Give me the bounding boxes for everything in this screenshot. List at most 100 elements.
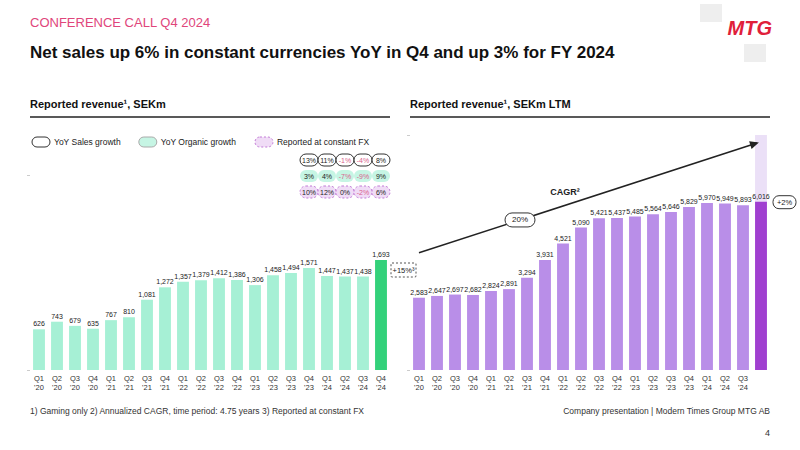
svg-text:Q1: Q1 bbox=[702, 374, 712, 383]
svg-text:Net sales up 6% in constant cu: Net sales up 6% in constant currencies Y… bbox=[30, 43, 615, 62]
svg-text:Q4: Q4 bbox=[304, 374, 314, 383]
svg-text:2,647: 2,647 bbox=[428, 287, 446, 294]
svg-text:0%: 0% bbox=[340, 189, 350, 196]
svg-text:Q3: Q3 bbox=[522, 374, 532, 383]
svg-text:4: 4 bbox=[765, 428, 770, 438]
svg-text:Q3: Q3 bbox=[358, 374, 368, 383]
svg-text:'20: '20 bbox=[450, 383, 460, 392]
svg-text:'21: '21 bbox=[522, 383, 532, 392]
svg-text:Q1: Q1 bbox=[558, 374, 568, 383]
svg-text:MTG: MTG bbox=[728, 17, 772, 39]
svg-text:Q2: Q2 bbox=[504, 374, 514, 383]
svg-text:+2%: +2% bbox=[777, 198, 793, 207]
svg-text:'20: '20 bbox=[52, 383, 62, 392]
svg-text:3,294: 3,294 bbox=[518, 269, 536, 276]
svg-text:Q1: Q1 bbox=[178, 374, 188, 383]
svg-text:8%: 8% bbox=[376, 157, 386, 164]
svg-text:CAGR²: CAGR² bbox=[550, 187, 580, 197]
svg-text:Reported at constant FX: Reported at constant FX bbox=[277, 137, 369, 147]
svg-text:Q2: Q2 bbox=[340, 374, 350, 383]
svg-text:5,829: 5,829 bbox=[680, 198, 698, 205]
svg-text:Q1: Q1 bbox=[630, 374, 640, 383]
svg-text:810: 810 bbox=[123, 308, 135, 315]
svg-text:'24: '24 bbox=[340, 383, 350, 392]
svg-text:-9%: -9% bbox=[357, 173, 369, 180]
svg-text:Q1: Q1 bbox=[322, 374, 332, 383]
svg-text:'24: '24 bbox=[358, 383, 368, 392]
svg-text:'23: '23 bbox=[304, 383, 314, 392]
svg-text:'20: '20 bbox=[414, 383, 424, 392]
svg-text:'20: '20 bbox=[468, 383, 478, 392]
svg-text:Q3: Q3 bbox=[738, 374, 748, 383]
svg-text:'23: '23 bbox=[666, 383, 676, 392]
svg-text:5,893: 5,893 bbox=[734, 196, 752, 203]
svg-text:'21: '21 bbox=[486, 383, 496, 392]
svg-text:'22: '22 bbox=[576, 383, 586, 392]
svg-text:6,016: 6,016 bbox=[752, 193, 770, 200]
svg-text:1,447: 1,447 bbox=[318, 267, 336, 274]
svg-text:-1%: -1% bbox=[339, 157, 351, 164]
svg-text:1,379: 1,379 bbox=[192, 271, 210, 278]
svg-text:'21: '21 bbox=[124, 383, 134, 392]
svg-text:Reported revenue¹, SEKm: Reported revenue¹, SEKm bbox=[30, 98, 166, 110]
svg-text:YoY Organic growth: YoY Organic growth bbox=[161, 137, 236, 147]
svg-text:3,931: 3,931 bbox=[536, 251, 554, 258]
svg-text:YoY Sales growth: YoY Sales growth bbox=[54, 137, 121, 147]
svg-text:5,646: 5,646 bbox=[662, 203, 680, 210]
svg-text:Reported revenue¹, SEKm LTM: Reported revenue¹, SEKm LTM bbox=[410, 98, 571, 110]
svg-text:2,697: 2,697 bbox=[446, 286, 464, 293]
svg-text:'21: '21 bbox=[540, 383, 550, 392]
svg-text:'20: '20 bbox=[70, 383, 80, 392]
svg-text:Q3: Q3 bbox=[70, 374, 80, 383]
svg-text:743: 743 bbox=[51, 313, 63, 320]
svg-text:'21: '21 bbox=[160, 383, 170, 392]
svg-text:2,583: 2,583 bbox=[410, 289, 428, 296]
svg-text:'24: '24 bbox=[322, 383, 332, 392]
svg-text:'24: '24 bbox=[702, 383, 712, 392]
svg-text:'20: '20 bbox=[432, 383, 442, 392]
svg-text:Q3: Q3 bbox=[142, 374, 152, 383]
svg-text:'21: '21 bbox=[504, 383, 514, 392]
svg-text:Q4: Q4 bbox=[376, 374, 386, 383]
svg-text:Q2: Q2 bbox=[648, 374, 658, 383]
svg-text:5,485: 5,485 bbox=[626, 208, 644, 215]
svg-text:Q1: Q1 bbox=[106, 374, 116, 383]
svg-text:5,421: 5,421 bbox=[590, 209, 608, 216]
svg-text:'23: '23 bbox=[286, 383, 296, 392]
svg-text:2,824: 2,824 bbox=[482, 282, 500, 289]
svg-text:5,970: 5,970 bbox=[698, 194, 716, 201]
svg-text:'21: '21 bbox=[142, 383, 152, 392]
svg-text:Q3: Q3 bbox=[286, 374, 296, 383]
svg-text:'23: '23 bbox=[630, 383, 640, 392]
svg-text:1,306: 1,306 bbox=[246, 276, 264, 283]
svg-text:Q2: Q2 bbox=[268, 374, 278, 383]
svg-text:767: 767 bbox=[105, 311, 117, 318]
svg-text:6%: 6% bbox=[376, 189, 386, 196]
svg-text:4%: 4% bbox=[322, 173, 332, 180]
svg-text:1,571: 1,571 bbox=[300, 259, 318, 266]
svg-text:'23: '23 bbox=[250, 383, 260, 392]
svg-text:Q4: Q4 bbox=[160, 374, 170, 383]
svg-text:Q4: Q4 bbox=[232, 374, 242, 383]
svg-text:3%: 3% bbox=[304, 173, 314, 180]
svg-text:Q3: Q3 bbox=[666, 374, 676, 383]
svg-text:13%: 13% bbox=[302, 157, 316, 164]
svg-text:4,521: 4,521 bbox=[554, 235, 572, 242]
svg-text:'22: '22 bbox=[178, 383, 188, 392]
svg-text:Q4: Q4 bbox=[612, 374, 622, 383]
svg-text:1,412: 1,412 bbox=[210, 269, 228, 276]
svg-text:-2%: -2% bbox=[357, 189, 369, 196]
svg-text:'22: '22 bbox=[214, 383, 224, 392]
svg-text:1,438: 1,438 bbox=[354, 268, 372, 275]
svg-text:Q3: Q3 bbox=[450, 374, 460, 383]
svg-text:11%: 11% bbox=[320, 157, 334, 164]
svg-text:'22: '22 bbox=[612, 383, 622, 392]
svg-text:1,693: 1,693 bbox=[372, 251, 390, 258]
svg-text:'23: '23 bbox=[268, 383, 278, 392]
svg-text:Q3: Q3 bbox=[594, 374, 604, 383]
svg-text:10%: 10% bbox=[302, 189, 316, 196]
svg-text:Q4: Q4 bbox=[88, 374, 98, 383]
svg-text:'23: '23 bbox=[684, 383, 694, 392]
svg-text:+15%³: +15%³ bbox=[393, 266, 415, 275]
svg-text:'22: '22 bbox=[232, 383, 242, 392]
